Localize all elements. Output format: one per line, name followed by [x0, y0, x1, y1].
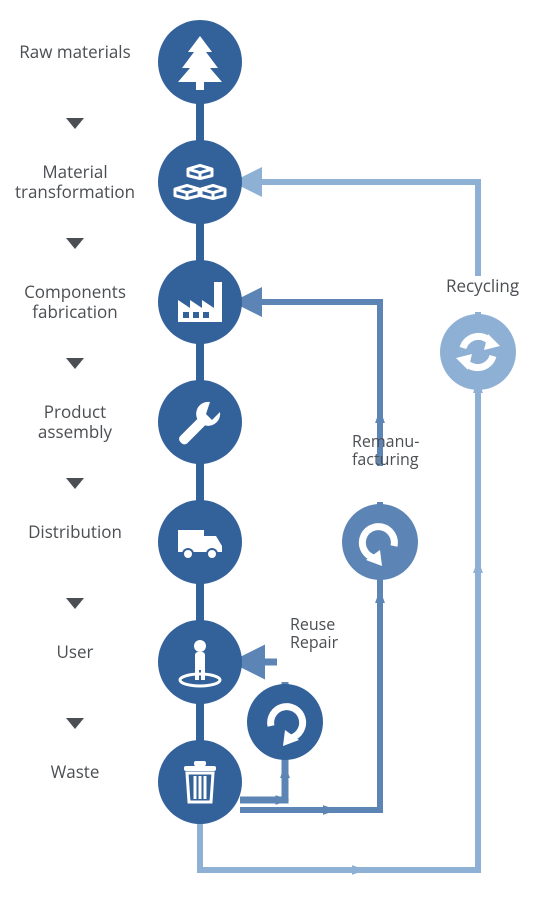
recycling-label: Recycling — [446, 276, 519, 296]
trash-icon — [184, 761, 216, 802]
flow-chevron-2 — [66, 358, 84, 369]
flow-chevron-3 — [66, 478, 84, 489]
distribution-label: Distribution — [5, 522, 145, 542]
waste-label: Waste — [5, 762, 145, 782]
material-transform-label: Materialtransformation — [5, 162, 145, 201]
product-assembly-label: Productassembly — [5, 402, 145, 441]
recycling-node — [440, 314, 516, 390]
reuse-repair-node — [247, 684, 323, 760]
flow-chevron-5 — [66, 718, 84, 729]
material-transform-node — [158, 140, 242, 224]
flow-chevron-1 — [66, 238, 84, 249]
flow-chevron-0 — [66, 118, 84, 129]
components-fab-label: Componentsfabrication — [5, 282, 145, 321]
remanufacturing-label: Remanu-facturing — [352, 432, 419, 469]
flow-chevron-4 — [66, 598, 84, 609]
user-label: User — [5, 642, 145, 662]
reuse-repair-label: ReuseRepair — [290, 615, 338, 652]
remanufacturing-node — [342, 504, 418, 580]
components-fab-node — [158, 260, 242, 344]
raw-materials-label: Raw materials — [5, 42, 145, 62]
